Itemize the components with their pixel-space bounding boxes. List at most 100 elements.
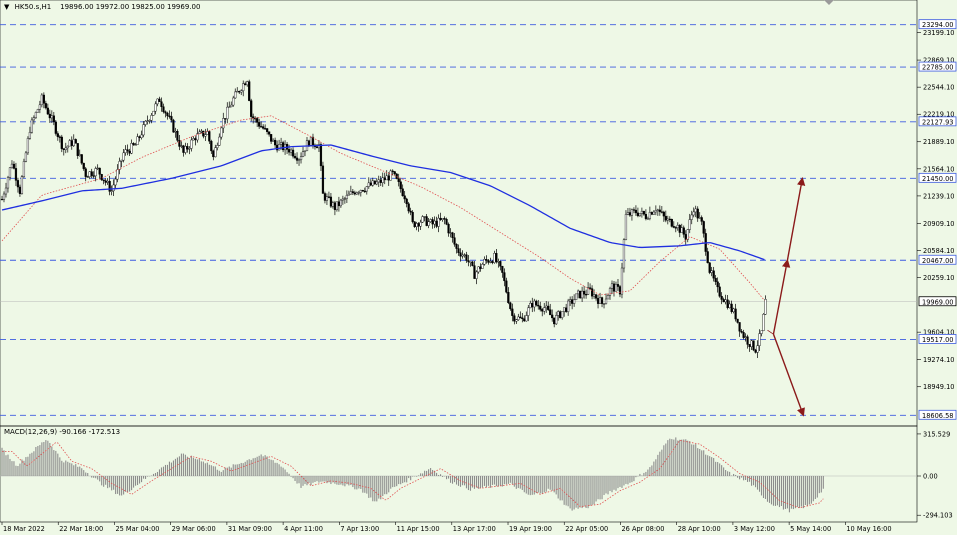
candle-body [453, 237, 456, 245]
candle-body [16, 180, 20, 188]
candle-body [277, 144, 281, 151]
candle-body [606, 295, 610, 300]
candle-body [475, 271, 478, 279]
level-label-box [918, 172, 957, 183]
candle-body [403, 195, 406, 200]
candle-body [515, 319, 518, 322]
candle-body [680, 227, 683, 233]
axes: 23199.10 22869.10 22544.10 22219.10 21889.10… [1, 19, 957, 533]
candle-body [172, 119, 175, 133]
candle-body [620, 267, 624, 295]
candle-body [377, 179, 380, 183]
candle-body [134, 144, 137, 146]
candle-body [232, 97, 235, 106]
candle-body [439, 217, 442, 220]
candle-body [327, 196, 331, 198]
level-label: 20467.00 [922, 257, 953, 265]
time-tick-label: 7 Apr 13:00 [340, 525, 379, 533]
candle-body [373, 180, 376, 185]
candle-body [485, 259, 488, 261]
candle-body [234, 91, 237, 99]
candle-body [427, 221, 430, 226]
candle-body [194, 138, 197, 141]
candle-body [688, 219, 691, 230]
candle-body [491, 261, 494, 263]
candle-body [295, 157, 299, 161]
candle-body [610, 283, 614, 289]
candle-body [571, 299, 574, 304]
candle-body [419, 221, 422, 227]
price-tick-label: 19274.10 [923, 356, 954, 364]
candle-body [281, 142, 285, 151]
candle-body [399, 181, 402, 189]
candle-body [429, 219, 432, 222]
candle-body [736, 318, 739, 323]
candle-body [521, 317, 524, 320]
candle-body [218, 136, 221, 146]
candle-body [752, 340, 755, 351]
price-tick-label: 22869.10 [923, 57, 954, 65]
candle-body [523, 318, 526, 322]
dropdown-triangle-icon[interactable]: ▼ [4, 3, 10, 11]
candle-body [459, 252, 462, 257]
candle-body [575, 293, 578, 301]
candle-body [84, 168, 87, 177]
candle-body [501, 265, 504, 273]
price-tick-label: 20909.10 [923, 220, 954, 228]
candle-body [279, 142, 283, 145]
candle-body [100, 174, 103, 180]
candle-body [64, 147, 67, 150]
candle-body [106, 180, 109, 183]
candle-body [222, 118, 225, 129]
candle-body [600, 297, 604, 304]
candle-body [423, 216, 426, 218]
candle-body [694, 208, 697, 213]
candle-body [726, 299, 729, 308]
candle-body [517, 316, 520, 320]
candle-body [724, 299, 727, 303]
time-tick-label: 22 Mar 18:00 [59, 525, 103, 533]
level-label: 21450.00 [922, 175, 953, 183]
candle-body [272, 139, 275, 142]
candle-body [469, 261, 472, 263]
level-label-box [918, 61, 957, 72]
candle-body [596, 298, 600, 304]
candle-body [750, 340, 753, 347]
candle-body [40, 94, 43, 106]
candle-body [2, 193, 6, 200]
candle-body [433, 220, 436, 225]
candle-body [588, 287, 592, 289]
candle-body [756, 345, 759, 353]
candle-body [698, 217, 701, 219]
candle-body [212, 150, 215, 158]
candle-body [20, 176, 24, 194]
candle-body [174, 131, 177, 133]
candle-body [696, 208, 699, 219]
time-tick-label: 18 Mar 2022 [3, 525, 45, 533]
candle-body [156, 98, 159, 105]
candle-body [188, 148, 191, 150]
candle-body [706, 251, 709, 263]
candle-body [216, 145, 219, 148]
candle-body [636, 212, 640, 217]
candle-body [46, 107, 49, 115]
candle-body [345, 195, 348, 199]
level-label-box [918, 409, 957, 420]
level-label-box [918, 334, 957, 344]
candle-body [126, 149, 129, 152]
candle-body [0, 198, 4, 201]
candle-body [381, 177, 384, 183]
time-tick-label: 10 May 16:00 [846, 525, 891, 533]
time-tick-label: 19 Apr 19:00 [509, 525, 552, 533]
candle-body [415, 223, 418, 227]
candle-body [170, 116, 173, 121]
candle-body [375, 181, 378, 185]
candle-body [678, 224, 681, 233]
macd-indicator-label: MACD(12,26,9) -90.166 -172.513 [4, 428, 121, 436]
time-tick-label: 28 Apr 10:00 [678, 525, 721, 533]
candle-body [349, 191, 352, 195]
candle-body [702, 221, 705, 234]
candle-body [758, 333, 761, 346]
candle-body [660, 211, 663, 213]
macd-plot [0, 425, 918, 523]
